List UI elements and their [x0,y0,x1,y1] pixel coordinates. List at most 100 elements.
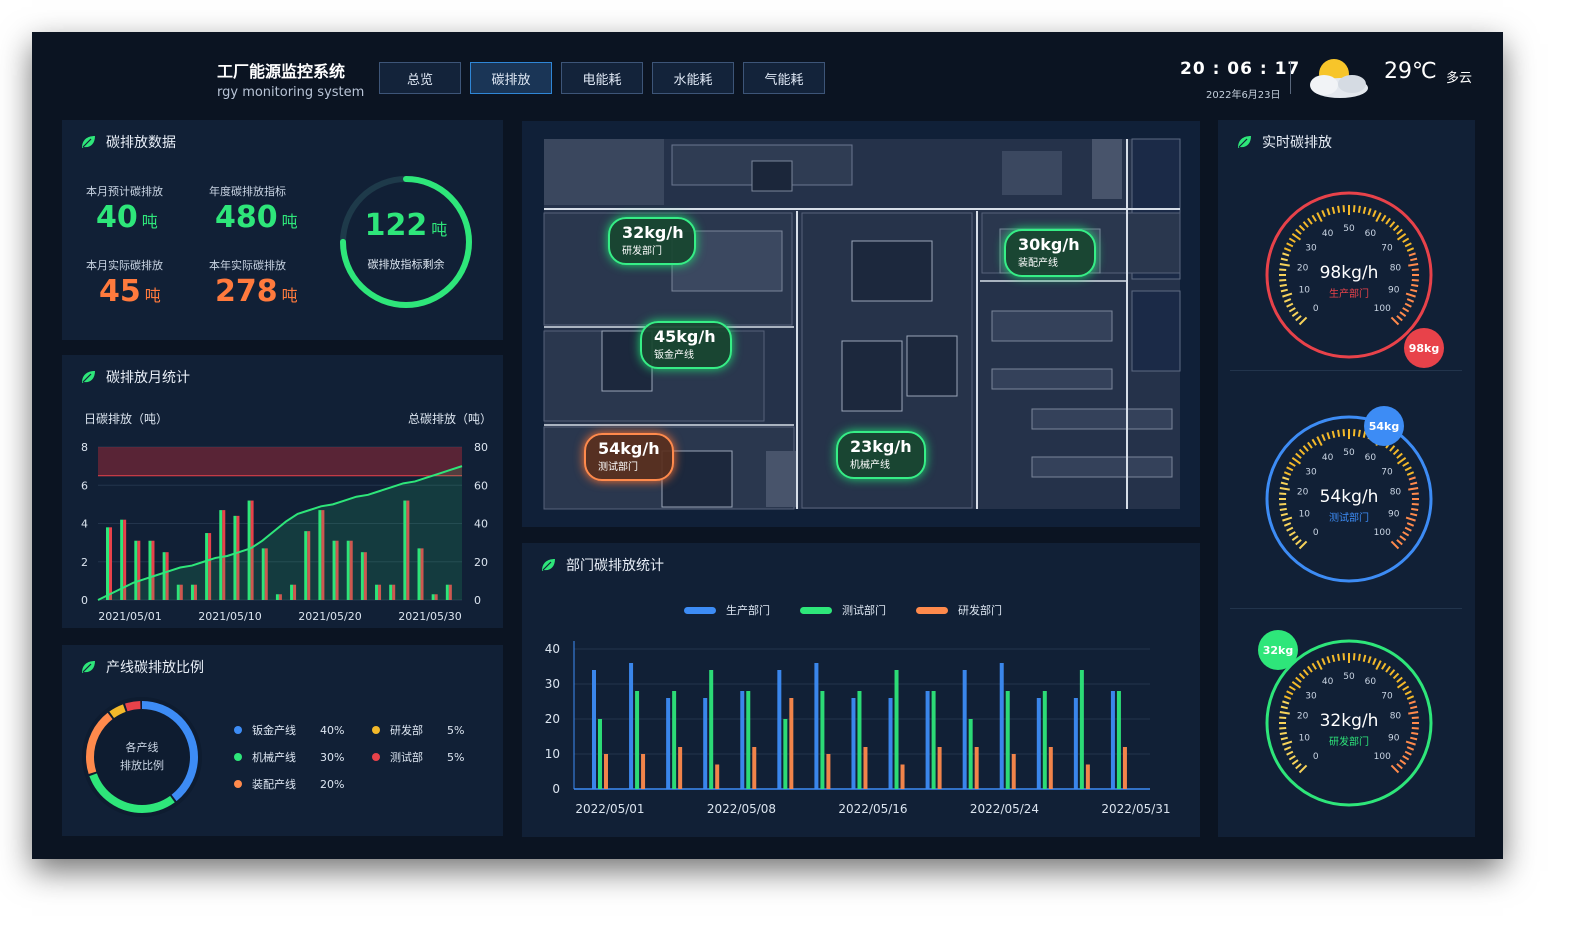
panel-title-text: 碳排放数据 [106,135,176,151]
gauge-tick [1280,705,1288,710]
dept-bar [937,747,942,789]
gauge-tick [1402,755,1410,761]
dept-legend-item[interactable]: 生产部门 [684,602,770,618]
daily-bar [134,540,138,600]
stat-label: 本年实际碳排放 [209,259,286,272]
daily-bar [148,540,152,600]
gauge-tick [1410,736,1418,741]
gauge-tick [1381,662,1387,670]
donut-slice [86,701,198,813]
gauge-tick [1396,315,1403,322]
weather-cloud-sun-icon [1310,59,1368,98]
gauge-tick [1408,252,1416,257]
gauge-tick [1307,665,1313,673]
gauge-badge [1404,328,1444,368]
gauge-tick [1357,653,1361,661]
dept-bar [1005,691,1010,789]
gauge-tick [1291,311,1299,317]
stat-label: 本月实际碳排放 [86,259,163,272]
daily-bar-shadow [236,515,240,600]
map-bubble[interactable]: 45kg/h 钣金产线 [640,321,732,369]
map-bubble[interactable]: 30kg/h 装配产线 [1004,229,1096,277]
x-tick: 2022/05/24 [970,802,1039,816]
gauge-scale-label: 30 [1305,467,1317,477]
gauge-tick [1337,653,1341,661]
daily-bar [290,584,294,600]
gauge-scale-label: 70 [1381,243,1393,253]
y-tick: 40 [545,642,560,656]
dept-bar [999,663,1004,789]
gauge-tick [1402,531,1410,537]
gauge-scale-label: 0 [1313,304,1319,314]
daily-bar [346,540,350,600]
gauge-tick [1307,217,1313,225]
gauge-scale-label: 10 [1299,510,1311,520]
x-tick: 2022/05/16 [838,802,907,816]
gauge-tick [1326,208,1331,216]
dept-legend-item[interactable]: 测试部门 [800,602,886,618]
map-bubble[interactable]: 54kg/h 测试部门 [584,433,674,481]
gauge-tick [1282,476,1290,481]
leaf-icon [82,371,95,383]
map-bubble[interactable]: 23kg/h 机械产线 [836,431,926,479]
gauge-scale-label: 60 [1365,229,1377,239]
dept-bar [666,698,671,789]
gauge-tick [1280,288,1288,293]
tab-electricity[interactable]: 电能耗 [561,62,643,94]
ratio-donut [82,697,202,817]
gauge-rnd: 010 20 30 40 50 60 70 80 90 100 32kg/h 研发部门 32kg [1258,630,1433,807]
x-tick: 2022/05/31 [1101,802,1170,816]
tab-carbon[interactable]: 碳排放 [470,62,552,94]
daily-bar [417,548,421,600]
dept-bar [1036,698,1041,789]
gauge-tick [1405,740,1416,746]
gauge-tick [1286,750,1294,756]
gauge-tick [1326,432,1331,440]
daily-bar [431,594,435,600]
gauge-tick [1396,763,1403,770]
gauge-tick [1406,695,1415,700]
threshold-band [98,447,462,476]
x-tick: 2021/05/30 [398,610,461,623]
gauge-tick [1352,653,1356,661]
gauge-scale-label: 60 [1365,453,1377,463]
stat-value: 45 吨 [99,274,161,309]
panel-title: 碳排放数据 [80,132,176,152]
stat-value: 278 吨 [215,274,298,309]
dept-bar [709,670,714,789]
gauge-tick [1279,487,1290,491]
gauge-tick [1410,257,1418,262]
daily-bar-shadow [392,584,396,600]
gauge-tick [1396,539,1403,546]
y-tick: 6 [81,479,88,492]
ratio-legend-item: 装配产线 20% [234,776,344,792]
panel-title: 部门碳排放统计 [540,555,664,575]
gauge-tick [1342,429,1346,437]
factory-map: 32kg/h 研发部门 30kg/h 装配产线 45kg/h 钣金产线 54kg/h 测… [522,121,1200,527]
map-bubble[interactable]: 32kg/h 研发部门 [608,217,696,265]
gauge-tick [1321,209,1326,218]
gauge-tick [1396,452,1403,459]
gauge-tick [1286,690,1294,696]
daily-bar-shadow [307,531,311,600]
gauge-tick [1367,656,1372,664]
dept-bar [974,747,979,789]
tab-overview[interactable]: 总览 [379,62,461,94]
gauge-tick [1311,438,1317,446]
gauge-tick [1372,209,1377,218]
tab-gas[interactable]: 气能耗 [743,62,825,94]
gauge-value: 32kg/h [1320,711,1379,731]
dept-bar [629,663,634,789]
gauge-tick [1404,302,1412,308]
daily-bar-shadow [193,584,197,600]
gauge-tick [1337,205,1341,213]
right-axis-label: 总碳排放（吨） [408,412,493,426]
tab-water[interactable]: 水能耗 [652,62,734,94]
daily-bar [247,500,251,600]
gauge-scale-label: 90 [1388,734,1400,744]
gauge-tick [1283,695,1292,700]
dept-bar [740,691,745,789]
dept-legend-item[interactable]: 研发部门 [916,602,1002,618]
gauge-tick [1283,522,1292,527]
gauge-tick [1279,507,1287,511]
